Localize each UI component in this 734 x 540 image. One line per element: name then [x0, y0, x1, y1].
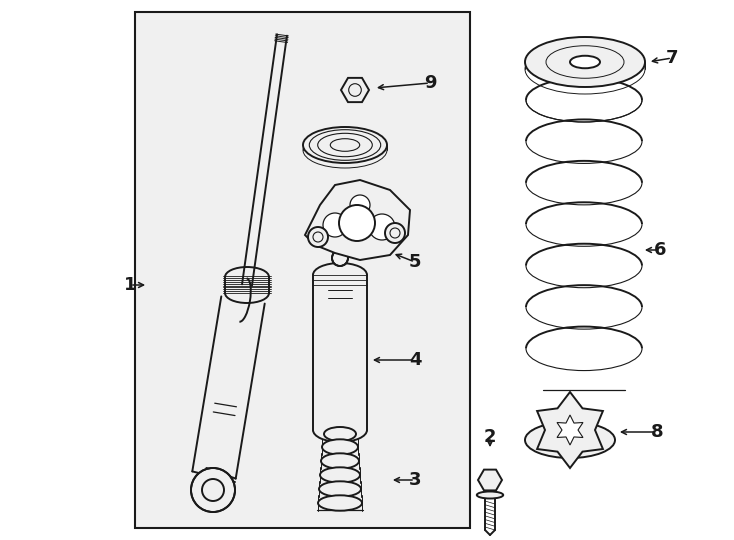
Ellipse shape [320, 467, 360, 483]
Text: 4: 4 [409, 351, 421, 369]
Circle shape [191, 468, 235, 512]
Ellipse shape [322, 440, 358, 455]
Circle shape [369, 214, 395, 240]
Text: 7: 7 [666, 49, 678, 67]
Circle shape [385, 223, 405, 243]
Ellipse shape [477, 491, 504, 498]
Text: 5: 5 [409, 253, 421, 271]
Ellipse shape [570, 56, 600, 68]
Polygon shape [557, 415, 583, 445]
Circle shape [308, 227, 328, 247]
Ellipse shape [321, 453, 359, 469]
Text: 1: 1 [124, 276, 137, 294]
Polygon shape [305, 180, 410, 260]
Text: 8: 8 [650, 423, 664, 441]
Ellipse shape [303, 127, 387, 163]
Circle shape [332, 250, 348, 266]
Circle shape [323, 213, 347, 237]
FancyBboxPatch shape [135, 12, 470, 528]
Ellipse shape [525, 37, 645, 87]
Polygon shape [478, 470, 502, 490]
Polygon shape [341, 78, 369, 102]
Ellipse shape [318, 495, 362, 511]
Polygon shape [537, 392, 603, 468]
Ellipse shape [525, 422, 615, 458]
Ellipse shape [319, 481, 361, 497]
Text: 2: 2 [484, 428, 496, 446]
Ellipse shape [324, 427, 356, 441]
Circle shape [339, 205, 375, 241]
Text: 9: 9 [424, 74, 436, 92]
Circle shape [350, 195, 370, 215]
Text: 3: 3 [409, 471, 421, 489]
Text: 6: 6 [654, 241, 666, 259]
